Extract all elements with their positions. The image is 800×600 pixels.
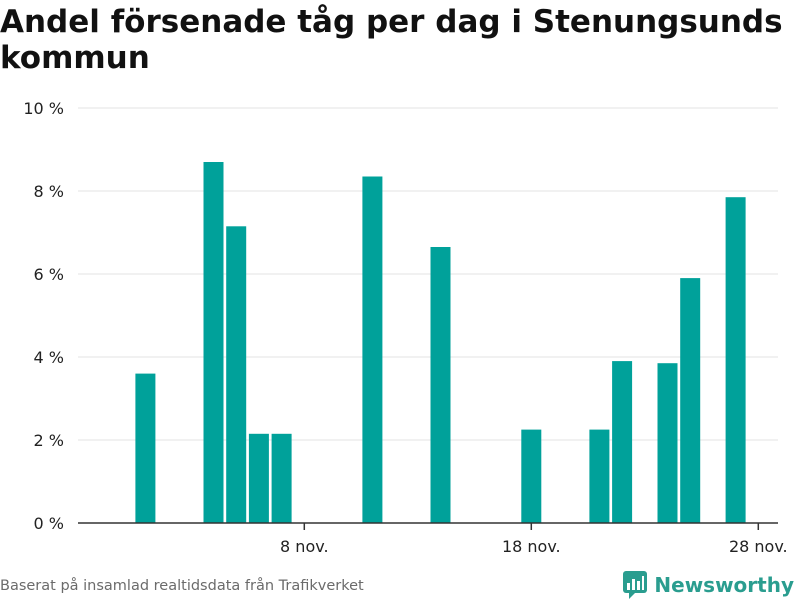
bar-2023-11-05 [226,226,247,524]
bar-2023-11-27 [725,197,746,523]
bar-2023-11-04 [203,162,224,523]
grid-lines [78,107,778,441]
bars [135,162,746,524]
bar-2023-11-14 [430,247,451,523]
tick-labels: 0 % 2 % 4 % 6 % 8 % 10 % 8 nov. 18 nov. 28 nov. [23,99,787,556]
y-tick-label: 2 % [34,431,64,450]
newsworthy-logo-icon [623,571,648,599]
brand-name: Newsworthy [654,573,794,597]
bar-2023-11-06 [248,433,269,523]
bar-2023-11-18 [521,429,542,523]
bar-2023-11-07 [271,433,292,523]
bar-2023-11-01 [135,373,156,523]
y-tick-label: 4 % [34,348,64,367]
x-tick-label: 8 nov. [280,537,329,556]
y-tick-label: 6 % [34,265,64,284]
source-note: Baserat på insamlad realtidsdata från Tr… [0,578,364,594]
x-tick-label: 28 nov. [729,537,788,556]
bar-2023-11-11 [362,176,383,523]
bar-2023-11-25 [680,278,701,523]
bar-2023-11-24 [657,363,678,523]
y-tick-label: 0 % [34,514,64,533]
brand[interactable]: Newsworthy [622,570,794,600]
x-tick-label: 18 nov. [502,537,561,556]
y-tick-label: 10 % [23,99,64,118]
bar-2023-11-21 [589,429,610,523]
bar-2023-11-22 [612,361,633,523]
chart-title: Andel försenade tåg per dag i Stenungsun… [0,4,783,76]
x-axis [78,522,778,530]
y-tick-label: 8 % [34,182,64,201]
